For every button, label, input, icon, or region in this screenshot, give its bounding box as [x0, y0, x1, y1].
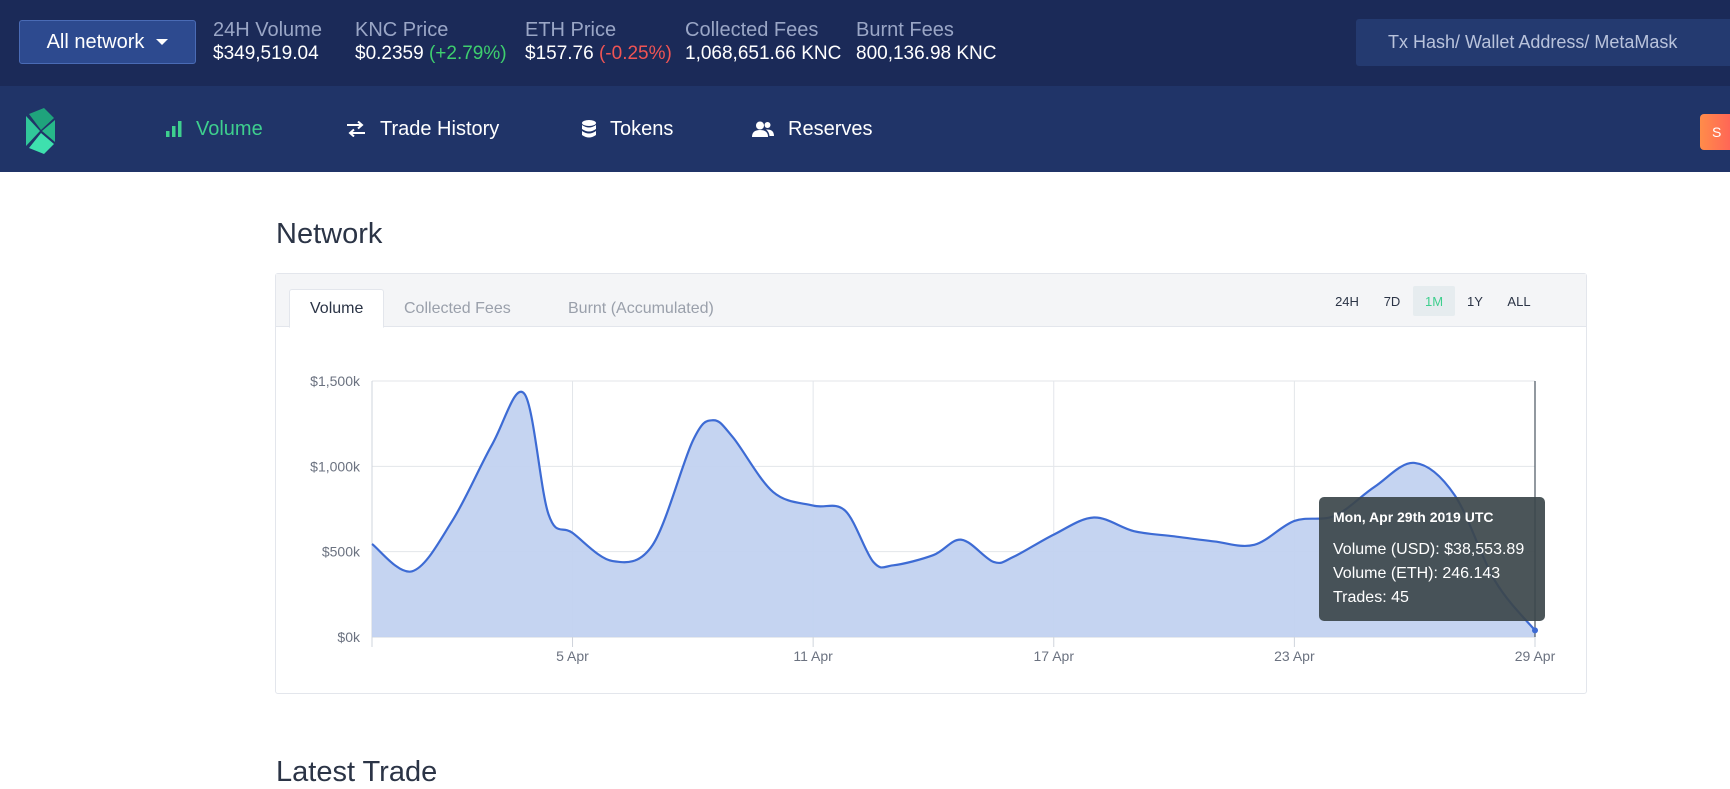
tooltip-line: Volume (USD): $38,553.89 — [1333, 541, 1525, 558]
stat-value: $0.2359 (+2.79%) — [355, 43, 507, 64]
network-dropdown-button[interactable]: All network — [19, 20, 196, 64]
stat-24h-volume: 24H Volume $349,519.04 — [213, 18, 322, 66]
kyber-logo-icon[interactable] — [22, 108, 58, 154]
tab-volume[interactable]: Volume — [289, 289, 385, 328]
tab-collected-fees[interactable]: Collected Fees — [404, 299, 511, 317]
stat-knc-price: KNC Price $0.2359 (+2.79%) — [355, 18, 507, 66]
nav-item-label: Trade History — [380, 117, 500, 140]
series-area — [372, 391, 1535, 637]
stat-value: $157.76 (-0.25%) — [525, 43, 672, 64]
price-change-down: (-0.25%) — [598, 43, 672, 64]
page-title: Network — [276, 218, 383, 250]
stat-burnt-fees: Burnt Fees 800,136.98 KNC — [856, 18, 997, 66]
x-tick-label: 5 Apr — [556, 648, 589, 664]
stat-value: 1,068,651.66 KNC — [685, 43, 842, 64]
series-line — [371, 390, 1536, 632]
exchange-arrows-icon — [347, 121, 365, 137]
nav-item-label: Tokens — [610, 117, 674, 140]
x-tick-label: 23 Apr — [1274, 648, 1315, 664]
hover-point — [1532, 627, 1538, 634]
range-1y[interactable]: 1Y — [1467, 293, 1483, 309]
price-change-up: (+2.79%) — [428, 43, 507, 64]
stat-collected-fees: Collected Fees 1,068,651.66 KNC — [685, 18, 841, 66]
stat-label: KNC Price — [355, 19, 449, 41]
y-tick-label: $1,000k — [310, 458, 361, 474]
range-24h[interactable]: 24H — [1335, 293, 1359, 309]
bar-chart-icon — [166, 121, 182, 137]
stat-label: ETH Price — [525, 19, 617, 41]
network-dropdown-label: All network — [46, 30, 145, 53]
x-tick-label: 17 Apr — [1034, 648, 1075, 664]
stat-eth-price: ETH Price $157.76 (-0.25%) — [525, 18, 672, 66]
y-tick-label: $500k — [322, 544, 361, 560]
stat-value: 800,136.98 KNC — [856, 43, 997, 64]
y-tick-label: $1,500k — [310, 373, 361, 389]
tooltip-title: Mon, Apr 29th 2019 UTC — [1333, 509, 1494, 525]
nav-item-label: Volume — [196, 117, 263, 140]
range-all[interactable]: ALL — [1507, 293, 1531, 309]
main-nav: Volume Trade History Tokens Reserves — [0, 86, 1730, 172]
stat-label: Collected Fees — [685, 19, 819, 41]
x-tick-label: 29 Apr — [1515, 648, 1556, 664]
chart-card-header: Volume Collected Fees Burnt (Accumulated… — [276, 274, 1586, 328]
y-tick-label: $0k — [337, 629, 361, 645]
range-1m[interactable]: 1M — [1413, 286, 1455, 316]
nav-item-trade-history[interactable]: Trade History — [346, 86, 499, 172]
stat-value: $349,519.04 — [213, 43, 319, 64]
nav-item-label: Reserves — [788, 117, 873, 140]
cta-button-label: S — [1712, 124, 1722, 140]
stat-label: 24H Volume — [213, 19, 322, 41]
search-input[interactable]: Tx Hash/ Wallet Address/ MetaMask — [1356, 19, 1730, 66]
tooltip-line: Volume (ETH): 246.143 — [1333, 565, 1501, 582]
nav-item-volume[interactable]: Volume — [166, 86, 263, 172]
stat-label: Burnt Fees — [856, 19, 954, 41]
users-icon — [752, 121, 774, 137]
latest-trade-title: Latest Trade — [276, 756, 438, 788]
search-placeholder: Tx Hash/ Wallet Address/ MetaMask — [1388, 32, 1678, 52]
nav-item-reserves[interactable]: Reserves — [752, 86, 872, 172]
x-tick-label: 11 Apr — [793, 648, 833, 664]
chevron-down-icon — [156, 39, 169, 45]
range-7d[interactable]: 7D — [1383, 293, 1401, 309]
nav-item-tokens[interactable]: Tokens — [582, 86, 673, 172]
tab-burnt-accumulated[interactable]: Burnt (Accumulated) — [568, 299, 714, 317]
cta-button[interactable]: S — [1700, 114, 1730, 150]
tooltip-line: Trades: 45 — [1333, 589, 1409, 606]
database-icon — [582, 120, 596, 138]
top-stats-bar: All network 24H Volume $349,519.04 KNC P… — [0, 0, 1730, 86]
chart-tooltip: Mon, Apr 29th 2019 UTC Volume (USD): $38… — [1319, 497, 1545, 621]
